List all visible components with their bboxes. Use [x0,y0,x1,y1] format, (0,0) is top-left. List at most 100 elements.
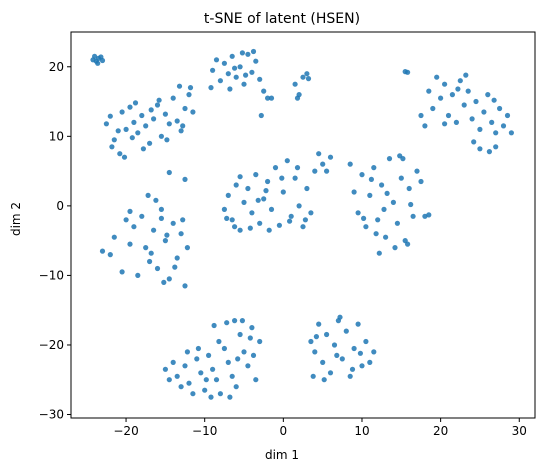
x-tick-label: 30 [512,424,527,438]
scatter-point [300,224,306,230]
scatter-point [208,85,214,91]
scatter-point [225,359,231,365]
scatter-point [99,57,106,64]
scatter-point [148,250,154,256]
scatter-point [217,78,223,84]
scatter-point [180,123,186,129]
scatter-point [237,174,243,180]
y-tick-label: −20 [39,338,64,352]
scatter-point [316,151,322,157]
x-tick-label: −10 [192,424,217,438]
scatter-point [213,57,220,63]
scatter-point [239,318,245,324]
scatter-point [247,225,253,231]
scatter-point [422,123,428,129]
scatter-point [221,60,227,66]
scatter-point [390,199,396,205]
scatter-point [422,213,428,219]
scatter-point [187,85,194,91]
scatter-point [143,245,149,251]
scatter-point [227,86,233,92]
x-axis: −20 −10 0 10 20 30 [113,418,527,438]
scatter-point [438,95,444,101]
scatter-point [279,175,285,181]
scatter-point [288,213,294,219]
scatter-point [257,220,263,226]
scatter-point [174,118,180,124]
scatter-point [327,370,334,376]
scatter-point [143,123,149,129]
scatter-point [359,172,365,178]
scatter-point [268,206,275,212]
scatter-point [312,168,318,174]
scatter-point [249,325,255,331]
scatter-point [245,51,251,57]
scatter-point [239,50,245,56]
scatter-point [363,224,369,230]
scatter-point [221,206,227,212]
scatter-point [445,112,452,119]
scatter-point [194,356,200,362]
scatter-point [245,185,251,192]
scatter-point [371,349,377,355]
scatter-point [140,146,146,152]
scatter-point [210,67,216,73]
y-tick-label: 10 [49,129,64,143]
scatter-point [308,338,314,345]
scatter-point [265,95,271,101]
scatter-point [384,190,390,196]
scatter-point [367,192,373,198]
scatter-point [229,373,235,379]
scatter-point [158,206,164,212]
scatter-point [347,161,353,167]
plot-frame [70,31,536,419]
scatter-point [127,104,133,110]
scatter-point [158,215,164,221]
scatter-points [90,48,514,400]
scatter-point [229,217,235,223]
scatter-point [233,384,239,390]
scatter-point [225,71,231,77]
scatter-point [381,206,387,212]
scatter-point [216,338,222,345]
scatter-point [334,352,340,358]
scatter-point [324,331,330,338]
scatter-point [442,121,448,127]
scatter-point [115,128,121,134]
x-tick-label: −20 [113,424,138,438]
scatter-point [158,133,164,139]
scatter-point [418,112,424,119]
scatter-point [253,58,259,64]
scatter-point [224,320,230,326]
scatter-point [123,126,129,132]
scatter-point [166,169,172,176]
scatter-point [457,78,463,84]
scatter-point [190,109,196,115]
scatter-point [373,231,379,237]
scatter-point [280,189,286,195]
scatter-point [368,176,374,182]
chart-title: t-SNE of latent (HSEN) [204,11,360,27]
scatter-point [229,53,235,59]
scatter-point [237,331,243,338]
scatter-point [241,349,247,355]
scatter-point [162,111,168,117]
scatter-point [164,137,170,143]
scatter-point [147,140,153,146]
scatter-point [504,112,511,119]
scatter-point [449,92,455,98]
scatter-point [253,172,259,178]
scatter-point [164,232,170,238]
scatter-point [327,154,334,160]
scatter-point [294,95,301,101]
scatter-point [357,350,363,356]
scatter-point [162,238,168,244]
scatter-point [257,76,263,82]
scatter-point [276,222,282,228]
scatter-point [481,109,487,115]
scatter-point [349,366,356,372]
scatter-point [166,276,172,282]
scatter-point [292,175,298,181]
scatter-point [355,210,361,216]
scatter-point [414,168,420,174]
